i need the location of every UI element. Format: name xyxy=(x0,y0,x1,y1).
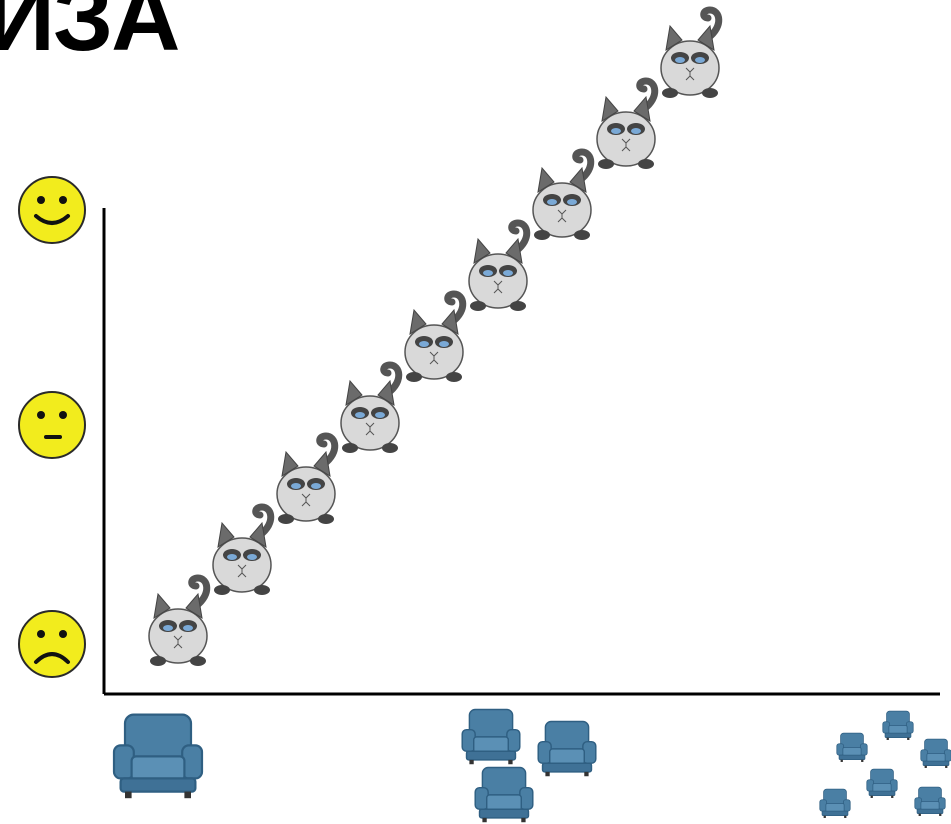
page-title: ИЗА xyxy=(0,0,180,71)
grumpy-cat-icon xyxy=(533,152,591,240)
neutral-face-icon xyxy=(18,391,86,459)
sad-face-icon xyxy=(18,610,86,678)
grumpy-cat-icon xyxy=(213,507,271,595)
happy-face-icon xyxy=(18,176,86,244)
data-points xyxy=(149,10,719,666)
grumpy-cat-icon xyxy=(149,578,207,666)
grumpy-cat-icon xyxy=(277,436,335,524)
grumpy-cat-icon xyxy=(597,81,655,169)
grumpy-cat-icon xyxy=(469,223,527,311)
few-armchairs-icon xyxy=(461,708,597,823)
grumpy-cat-icon xyxy=(661,10,719,98)
one-armchair-icon xyxy=(112,713,204,800)
grumpy-cat-icon xyxy=(341,365,399,453)
grumpy-cat-icon xyxy=(405,294,463,382)
many-armchairs-icon xyxy=(819,710,951,819)
